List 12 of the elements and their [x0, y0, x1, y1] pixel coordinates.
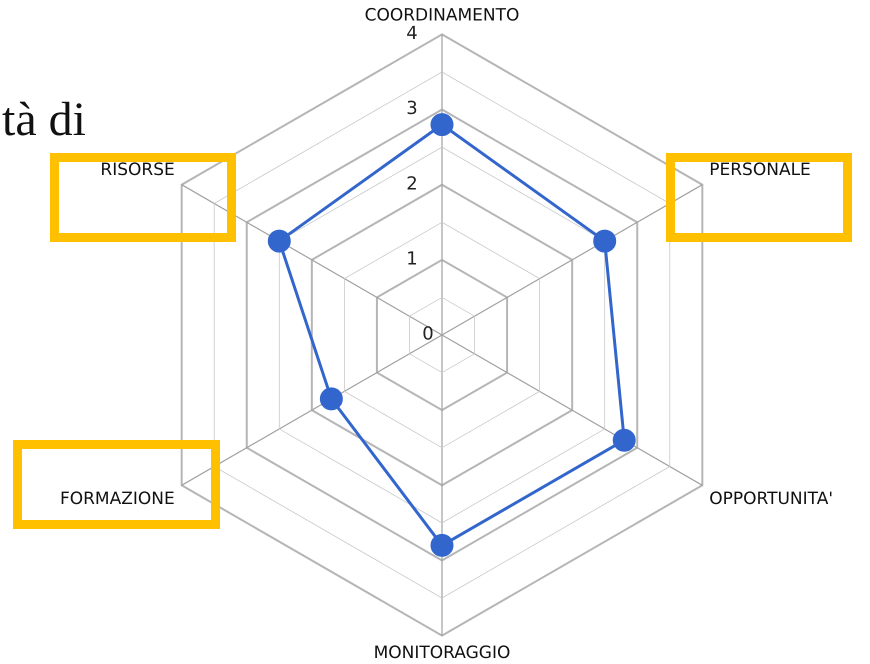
y-tick-label: 0	[422, 324, 434, 345]
y-tick-label: 4	[406, 23, 418, 44]
spoke-label: OPPORTUNITA'	[709, 488, 834, 509]
y-tick-label: 2	[406, 173, 418, 194]
y-tick-label: 3	[406, 98, 418, 120]
spoke-label: COORDINAMENTO	[364, 6, 520, 26]
spoke-label: PERSONALE	[709, 160, 811, 180]
spoke-label: RISORSE	[100, 160, 175, 180]
text: tà di	[2, 92, 86, 147]
spoke-label: FORMAZIONE	[60, 488, 175, 509]
spoke-label: MONITORAGGIO	[374, 643, 510, 664]
y-tick-label: 1	[406, 248, 418, 270]
